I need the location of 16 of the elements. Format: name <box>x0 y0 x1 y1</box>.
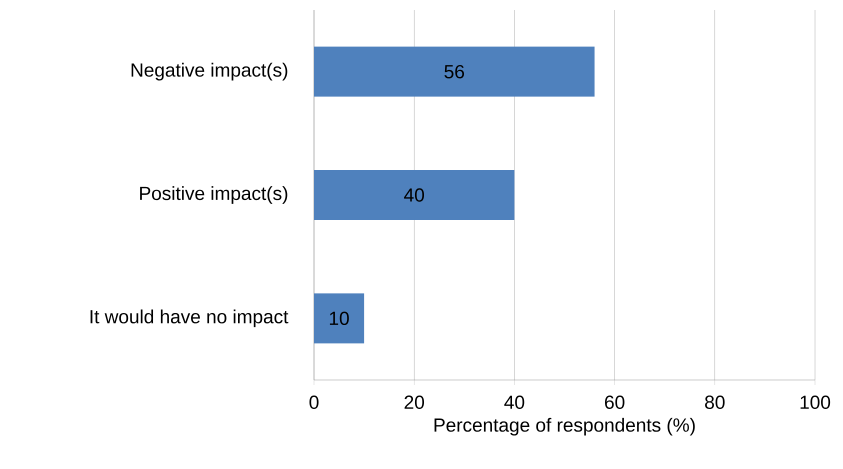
bar <box>314 46 595 97</box>
data-label: 40 <box>404 188 424 202</box>
bar <box>314 170 514 220</box>
data-label: 10 <box>330 312 349 326</box>
data-label: 56 <box>444 64 464 78</box>
x-tick-label: 80 <box>705 396 725 409</box>
y-tick-label: It would have no impact <box>90 309 288 328</box>
y-tick-label: Negative impact(s) <box>132 62 288 81</box>
x-tick-label: 0 <box>309 396 319 409</box>
x-tick-label: 40 <box>504 396 524 409</box>
x-axis-title: Percentage of respondents (%) <box>434 418 695 436</box>
x-tick-label: 20 <box>404 396 424 409</box>
x-tick-label: 100 <box>800 396 830 409</box>
bar <box>314 293 364 344</box>
y-tick-label: Positive impact(s) <box>140 186 288 204</box>
x-tick-label: 60 <box>605 396 624 409</box>
